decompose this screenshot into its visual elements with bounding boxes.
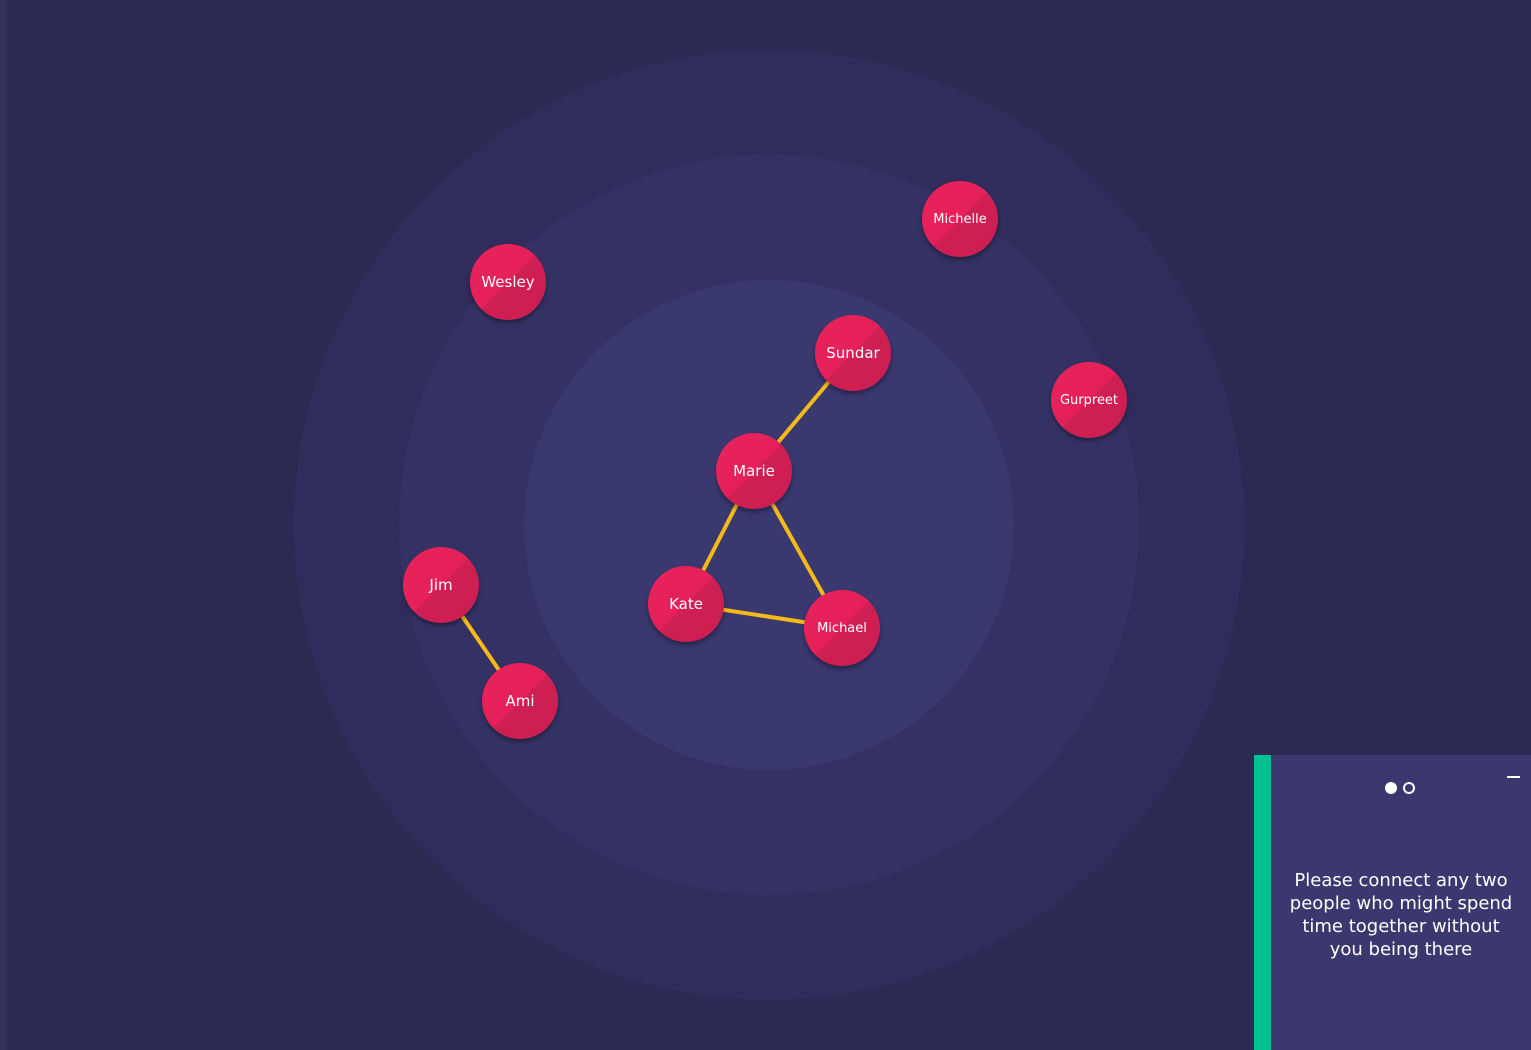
prompt-text: Please connect any two people who might … <box>1289 870 1513 960</box>
node-michael[interactable]: Michael <box>804 590 880 666</box>
node-sundar[interactable]: Sundar <box>815 315 891 391</box>
ring-inner <box>524 280 1014 770</box>
panel-accent-bar <box>1254 755 1271 1050</box>
node-kate[interactable]: Kate <box>648 566 724 642</box>
node-gurpreet[interactable]: Gurpreet <box>1051 362 1127 438</box>
pagination-dot-1[interactable] <box>1385 782 1397 794</box>
node-ami[interactable]: Ami <box>482 663 558 739</box>
pagination-dot-2[interactable] <box>1403 782 1415 794</box>
left-edge <box>0 0 7 1050</box>
prompt-panel: Please connect any two people who might … <box>1254 755 1531 1050</box>
node-marie[interactable]: Marie <box>716 433 792 509</box>
node-jim[interactable]: Jim <box>403 547 479 623</box>
node-michelle[interactable]: Michelle <box>922 181 998 257</box>
minimize-icon[interactable] <box>1507 769 1521 783</box>
pagination-dots <box>1385 782 1415 794</box>
node-wesley[interactable]: Wesley <box>470 244 546 320</box>
